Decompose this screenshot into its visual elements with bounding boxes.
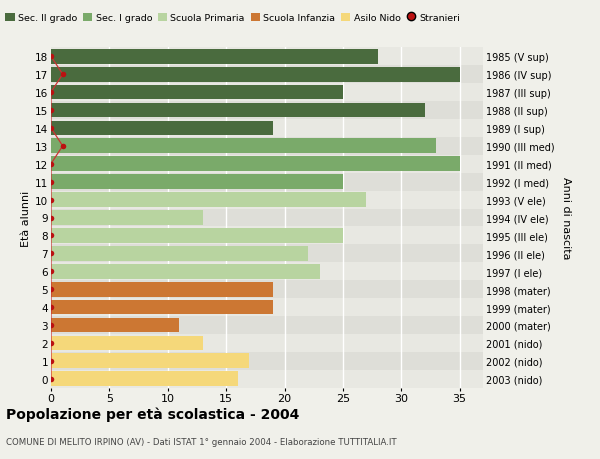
Bar <box>51 352 483 370</box>
Y-axis label: Età alunni: Età alunni <box>21 190 31 246</box>
Bar <box>51 209 483 227</box>
Bar <box>51 229 343 243</box>
Point <box>46 286 56 293</box>
Point <box>46 250 56 257</box>
Text: COMUNE DI MELITO IRPINO (AV) - Dati ISTAT 1° gennaio 2004 - Elaborazione TUTTITA: COMUNE DI MELITO IRPINO (AV) - Dati ISTA… <box>6 437 397 446</box>
Point <box>46 340 56 347</box>
Point <box>46 268 56 275</box>
Point <box>46 107 56 114</box>
Bar <box>51 354 250 369</box>
Bar <box>51 282 273 297</box>
Bar <box>51 264 320 279</box>
Point <box>58 143 67 150</box>
Bar <box>51 280 483 298</box>
Point <box>58 71 67 78</box>
Bar <box>51 318 179 333</box>
Bar <box>51 85 343 100</box>
Point <box>46 214 56 222</box>
Point <box>46 304 56 311</box>
Bar <box>51 156 483 174</box>
Bar <box>51 67 460 82</box>
Point <box>46 196 56 204</box>
Bar <box>51 246 308 261</box>
Bar <box>51 175 343 190</box>
Bar <box>51 370 483 388</box>
Bar <box>51 48 483 66</box>
Bar <box>51 193 366 207</box>
Point <box>46 375 56 383</box>
Bar <box>51 334 483 352</box>
Bar <box>51 191 483 209</box>
Bar <box>51 50 378 64</box>
Point <box>46 232 56 240</box>
Point <box>46 322 56 329</box>
Legend: Sec. II grado, Sec. I grado, Scuola Primaria, Scuola Infanzia, Asilo Nido, Stran: Sec. II grado, Sec. I grado, Scuola Prim… <box>5 14 460 23</box>
Bar <box>51 139 436 154</box>
Bar <box>51 211 203 225</box>
Bar <box>51 103 425 118</box>
Y-axis label: Anni di nascita: Anni di nascita <box>561 177 571 259</box>
Bar <box>51 336 203 351</box>
Bar <box>51 102 483 120</box>
Point <box>46 53 56 61</box>
Point <box>46 358 56 365</box>
Point <box>46 125 56 132</box>
Bar <box>51 66 483 84</box>
Bar <box>51 372 238 386</box>
Bar <box>51 316 483 334</box>
Bar <box>51 121 273 136</box>
Bar <box>51 300 273 315</box>
Point <box>46 89 56 96</box>
Bar <box>51 84 483 102</box>
Bar <box>51 174 483 191</box>
Bar <box>51 157 460 172</box>
Bar <box>51 263 483 280</box>
Bar <box>51 227 483 245</box>
Text: Popolazione per età scolastica - 2004: Popolazione per età scolastica - 2004 <box>6 406 299 421</box>
Point <box>46 161 56 168</box>
Bar <box>51 120 483 138</box>
Bar <box>51 245 483 263</box>
Bar <box>51 298 483 316</box>
Bar <box>51 138 483 156</box>
Point <box>46 179 56 186</box>
